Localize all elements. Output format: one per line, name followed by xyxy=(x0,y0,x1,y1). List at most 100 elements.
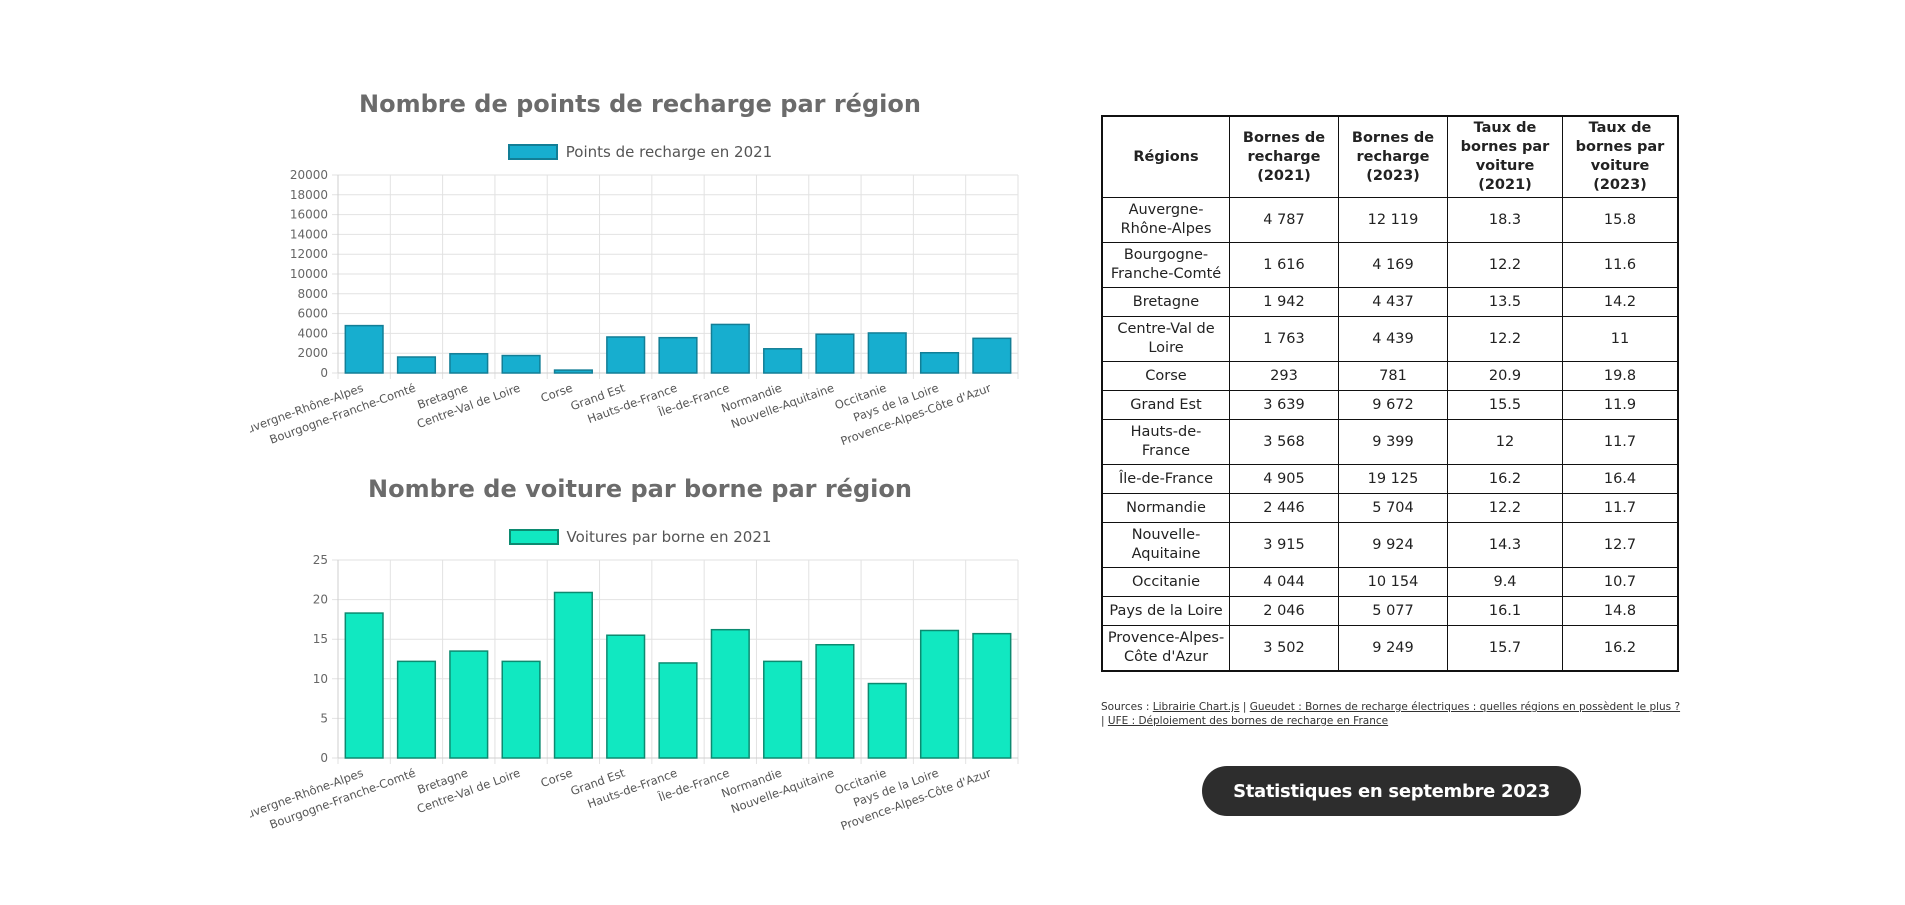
rate-2021-cell: 9.4 xyxy=(1447,567,1563,597)
bar[interactable] xyxy=(449,650,489,759)
bar[interactable] xyxy=(763,660,803,759)
bar[interactable] xyxy=(658,662,698,759)
region-cell: Hauts-de-France xyxy=(1101,419,1230,465)
rate-2021-cell: 12.2 xyxy=(1447,493,1563,523)
chart-title: Nombre de points de recharge par région xyxy=(359,90,921,118)
bar[interactable] xyxy=(658,336,698,374)
bar[interactable] xyxy=(396,356,437,374)
rate-2021-cell: 12.2 xyxy=(1447,242,1563,288)
chargers-2021-cell: 1 942 xyxy=(1229,287,1339,317)
legend-label: Voitures par borne en 2021 xyxy=(566,528,772,546)
rate-2023-cell: 11 xyxy=(1562,316,1679,362)
y-tick-label: 0 xyxy=(320,366,328,380)
rate-2023-cell: 16.4 xyxy=(1562,464,1679,494)
rate-2021-cell: 16.1 xyxy=(1447,596,1563,626)
statistics-button[interactable]: Statistiques en septembre 2023 xyxy=(1202,766,1581,816)
rate-2023-cell: 11.9 xyxy=(1562,390,1679,420)
region-cell: Corse xyxy=(1101,361,1230,391)
bar[interactable] xyxy=(815,333,855,374)
bar[interactable] xyxy=(919,629,960,759)
y-tick-label: 0 xyxy=(320,751,328,765)
rate-2021-cell: 16.2 xyxy=(1447,464,1563,494)
rate-2023-cell: 16.2 xyxy=(1562,625,1679,672)
chargers-2023-cell: 5 077 xyxy=(1338,596,1448,626)
chargers-2023-cell: 4 439 xyxy=(1338,316,1448,362)
region-cell: Normandie xyxy=(1101,493,1230,523)
bar[interactable] xyxy=(396,660,437,759)
chargers-2023-cell: 9 399 xyxy=(1338,419,1448,465)
region-cell: Provence-Alpes-Côte d'Azur xyxy=(1101,625,1230,672)
y-tick-label: 20000 xyxy=(290,168,328,182)
y-tick-label: 6000 xyxy=(297,307,328,321)
table-header-row: Régions Bornes de recharge (2021) Bornes… xyxy=(1101,115,1679,198)
chargers-2023-cell: 19 125 xyxy=(1338,464,1448,494)
table-row: Hauts-de-France 3 568 9 399 12 11.7 xyxy=(1101,419,1679,465)
legend-swatch xyxy=(508,529,559,545)
chargers-2023-cell: 9 672 xyxy=(1338,390,1448,420)
region-cell: Bretagne xyxy=(1101,287,1230,317)
chargers-2021-cell: 3 568 xyxy=(1229,419,1339,465)
y-tick-label: 8000 xyxy=(297,287,328,301)
chargers-2021-cell: 2 046 xyxy=(1229,596,1339,626)
rate-2023-cell: 11.7 xyxy=(1562,493,1679,523)
chart-plot: 0510152025Auvergne-Rhône-AlpesBourgogne-… xyxy=(250,553,1019,833)
chargers-2023-cell: 9 249 xyxy=(1338,625,1448,672)
chart-legend[interactable]: Voitures par borne en 2021 xyxy=(250,528,1030,546)
bar[interactable] xyxy=(344,324,384,374)
bar[interactable] xyxy=(344,612,384,759)
chargers-2021-cell: 4 787 xyxy=(1229,197,1339,243)
chargers-2023-cell: 10 154 xyxy=(1338,567,1448,597)
header-chargers-2023: Bornes de recharge (2023) xyxy=(1338,115,1448,198)
table-row: Grand Est 3 639 9 672 15.5 11.9 xyxy=(1101,390,1679,420)
table-row: Île-de-France 4 905 19 125 16.2 16.4 xyxy=(1101,464,1679,494)
chart-legend[interactable]: Points de recharge en 2021 xyxy=(250,143,1030,161)
rate-2023-cell: 11.6 xyxy=(1562,242,1679,288)
bar[interactable] xyxy=(867,682,907,759)
header-rate-2021: Taux de bornes par voiture (2021) xyxy=(1447,115,1563,198)
bar[interactable] xyxy=(501,660,541,759)
region-cell: Île-de-France xyxy=(1101,464,1230,494)
table-row: Bretagne 1 942 4 437 13.5 14.2 xyxy=(1101,287,1679,317)
bar[interactable] xyxy=(815,643,855,759)
bar[interactable] xyxy=(710,628,750,759)
y-tick-label: 4000 xyxy=(297,326,328,340)
rate-2023-cell: 12.7 xyxy=(1562,522,1679,568)
bar[interactable] xyxy=(763,348,803,374)
rate-2023-cell: 10.7 xyxy=(1562,567,1679,597)
bar[interactable] xyxy=(710,323,750,374)
source-link-gueudet[interactable]: Gueudet : Bornes de recharge électriques… xyxy=(1249,701,1681,713)
chargers-2023-cell: 12 119 xyxy=(1338,197,1448,243)
rate-2021-cell: 12.2 xyxy=(1447,316,1563,362)
chargers-2023-cell: 9 924 xyxy=(1338,522,1448,568)
y-tick-label: 20 xyxy=(313,593,328,607)
source-link-chartjs[interactable]: Librairie Chart.js xyxy=(1152,701,1240,713)
legend-swatch xyxy=(507,144,558,160)
rate-2023-cell: 19.8 xyxy=(1562,361,1679,391)
chargers-2021-cell: 3 915 xyxy=(1229,522,1339,568)
y-tick-label: 12000 xyxy=(290,247,328,261)
y-tick-label: 16000 xyxy=(290,208,328,222)
table-row: Normandie 2 446 5 704 12.2 11.7 xyxy=(1101,493,1679,523)
chargers-2023-cell: 4 169 xyxy=(1338,242,1448,288)
chargers-2021-cell: 293 xyxy=(1229,361,1339,391)
y-tick-label: 15 xyxy=(313,632,328,646)
chart-cars-per-charger: Nombre de voiture par borne par région V… xyxy=(250,470,1030,850)
bar[interactable] xyxy=(972,337,1012,374)
source-link-ufe[interactable]: UFE : Déploiement des bornes de recharge… xyxy=(1107,715,1389,727)
chargers-2023-cell: 4 437 xyxy=(1338,287,1448,317)
header-regions: Régions xyxy=(1101,115,1230,198)
bar[interactable] xyxy=(606,634,646,759)
y-tick-label: 25 xyxy=(313,553,328,567)
bar[interactable] xyxy=(867,332,907,374)
bar[interactable] xyxy=(501,354,541,374)
rate-2021-cell: 18.3 xyxy=(1447,197,1563,243)
bar[interactable] xyxy=(553,369,593,374)
bar[interactable] xyxy=(919,351,960,374)
bar[interactable] xyxy=(972,632,1012,759)
rate-2021-cell: 12 xyxy=(1447,419,1563,465)
bar[interactable] xyxy=(606,336,646,374)
sources-separator: | xyxy=(1101,715,1105,727)
bar[interactable] xyxy=(553,591,593,759)
bar[interactable] xyxy=(449,353,489,374)
rate-2023-cell: 11.7 xyxy=(1562,419,1679,465)
